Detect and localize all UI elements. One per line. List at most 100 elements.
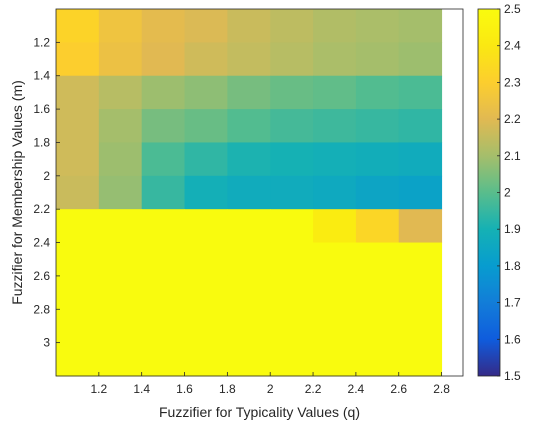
x-tick-label: 1.6 (176, 382, 193, 396)
heatmap-cell (270, 42, 314, 77)
heatmap-cell (355, 309, 400, 344)
heatmap-cell (98, 9, 143, 43)
heatmap-cell (270, 75, 314, 110)
heatmap-cell (98, 275, 143, 310)
heatmap-cell (56, 75, 100, 110)
colorbar-tick-label: 2.5 (504, 2, 521, 16)
x-tick-label: 2.8 (433, 382, 450, 396)
heatmap-cell (227, 75, 271, 110)
heatmap-cell (56, 109, 100, 143)
heatmap-cell (56, 342, 100, 377)
heatmap-cell (313, 9, 357, 43)
heatmap-cell (355, 75, 400, 110)
heatmap-cell (227, 175, 271, 210)
heatmap-cell (227, 342, 271, 377)
heatmap-cell (355, 242, 400, 277)
heatmap-cell (98, 242, 143, 277)
heatmap-cell (56, 42, 100, 77)
heatmap-cell (141, 309, 186, 344)
heatmap-cell (56, 142, 100, 177)
heatmap-cell (184, 175, 228, 210)
heatmap-cell (56, 242, 100, 277)
heatmap-cell (227, 309, 271, 344)
heatmap-cell (141, 242, 186, 277)
heatmap-cell (398, 75, 443, 110)
colorbar-tick-label: 2.1 (504, 149, 521, 163)
y-tick-label: 2.2 (33, 202, 50, 216)
heatmap-cell (398, 309, 443, 344)
heatmap-cell (398, 142, 443, 177)
y-axis-label: Fuzzifier for Membership Values (m) (9, 80, 25, 305)
heatmap-cell (98, 342, 143, 377)
plot-frame (55, 8, 464, 377)
colorbar-tick-label: 2 (504, 186, 511, 200)
heatmap-cell (313, 109, 357, 143)
heatmap-cell (313, 242, 357, 277)
heatmap-cell (184, 309, 228, 344)
heatmap-cell (313, 309, 357, 344)
colorbar-tick-label: 1.5 (504, 369, 521, 383)
heatmap-cell (141, 9, 186, 43)
heatmap-cell (313, 175, 357, 210)
colorbar-tick-label: 1.9 (504, 222, 521, 236)
heatmap-cell (398, 209, 443, 244)
heatmap-cell (398, 42, 443, 77)
heatmap-cell (141, 109, 186, 143)
heatmap-cell (355, 342, 400, 377)
heatmap-cell (355, 142, 400, 177)
heatmap-cell (56, 309, 100, 344)
heatmap-cell (270, 275, 314, 310)
heatmap-cell (141, 342, 186, 377)
heatmap-cell (184, 109, 228, 143)
y-axis-ticks: 1.2 1.4 1.6 1.8 2 2.2 2.4 2.6 2.8 3 (33, 35, 60, 350)
heatmap-cell (184, 42, 228, 77)
heatmap-cell (355, 275, 400, 310)
colorbar-tick-label: 1.8 (504, 259, 521, 273)
heatmap-cell (184, 9, 228, 43)
heatmap-cell (355, 175, 400, 210)
heatmap-cell (98, 109, 143, 143)
heatmap-cell (270, 309, 314, 344)
heatmap-cell (270, 242, 314, 277)
y-tick-label: 1.6 (33, 102, 50, 116)
heatmap-cell (98, 142, 143, 177)
heatmap-cell (184, 242, 228, 277)
colorbar-tick-label: 1.6 (504, 332, 521, 346)
heatmap-cell (56, 175, 100, 210)
heatmap-cell (227, 9, 271, 43)
heatmap-cell (98, 309, 143, 344)
y-tick-label: 2.4 (33, 236, 50, 250)
heatmap-cell (227, 42, 271, 77)
y-tick-label: 2.6 (33, 269, 50, 283)
heatmap-cell (398, 242, 443, 277)
heatmap-cell (313, 42, 357, 77)
x-tick-label: 2.6 (390, 382, 407, 396)
heatmap-cell (141, 42, 186, 77)
heatmap-cell (313, 275, 357, 310)
heatmap-cell (98, 175, 143, 210)
heatmap-cell (141, 75, 186, 110)
heatmap-cell (98, 209, 143, 244)
heatmap-cell (227, 242, 271, 277)
y-tick-label: 2 (43, 169, 50, 183)
y-tick-label: 1.8 (33, 135, 50, 149)
heatmap-cell (141, 175, 186, 210)
colorbar-tick-label: 1.7 (504, 296, 521, 310)
heatmap-cell (184, 342, 228, 377)
heatmap-cell (270, 209, 314, 244)
y-tick-label: 3 (43, 336, 50, 350)
heatmap-cell (56, 209, 100, 244)
heatmap-cell (355, 42, 400, 77)
heatmap-cell (313, 142, 357, 177)
y-tick-label: 2.8 (33, 302, 50, 316)
heatmap-cell (227, 142, 271, 177)
heatmap-cell (355, 9, 400, 43)
x-tick-label: 1.4 (133, 382, 150, 396)
heatmap-cell (313, 75, 357, 110)
heatmap-cell (227, 209, 271, 244)
heatmap-cell (141, 142, 186, 177)
heatmap-cell (184, 209, 228, 244)
colorbar-tick-label: 2.4 (504, 39, 521, 53)
heatmap-cell (56, 9, 100, 43)
